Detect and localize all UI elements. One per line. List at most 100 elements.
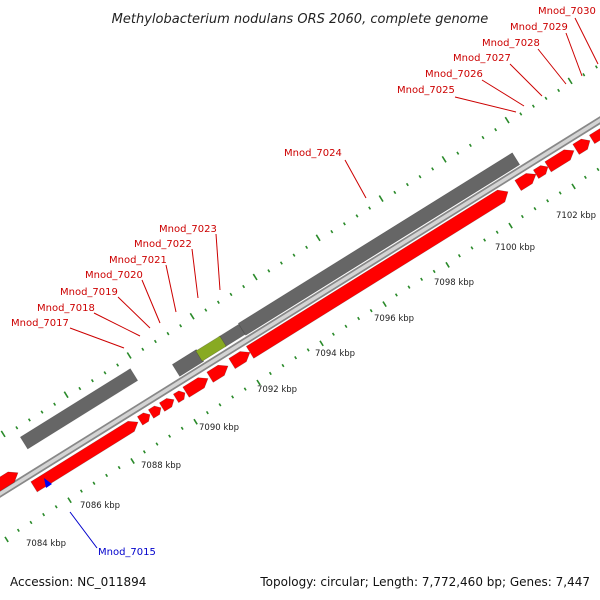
- tick-mark: [520, 214, 524, 219]
- kbp-label: 7090 kbp: [199, 423, 239, 433]
- gene-label-mnod-7028: Mnod_7028: [482, 38, 540, 49]
- kbp-label: 7086 kbp: [80, 501, 120, 511]
- leader-line: [537, 48, 567, 85]
- tick-mark: [79, 489, 83, 493]
- gene-forward: [30, 420, 139, 493]
- tick-mark: [0, 430, 6, 438]
- tick-mark: [418, 175, 422, 179]
- tick-mark: [142, 450, 146, 454]
- gene-label-mnod-7020: Mnod_7020: [85, 270, 143, 281]
- tick-mark: [394, 293, 398, 297]
- tick-mark: [456, 151, 460, 155]
- gene-pseudo: [19, 368, 139, 450]
- gene-labels: Mnod_7015 Mnod_7017 Mnod_7018 Mnod_7019 Mnod…: [11, 6, 596, 558]
- tick-mark: [557, 88, 561, 93]
- gene-forward-shape: [30, 420, 139, 493]
- leader-line: [69, 511, 98, 549]
- kbp-label: 7102 kbp: [556, 211, 596, 221]
- accession-text: Accession: NC_011894: [10, 575, 146, 589]
- tick-mark: [457, 254, 461, 258]
- tick-mark: [168, 434, 172, 438]
- gene-forward-shape: [245, 189, 509, 359]
- kbp-label: 7092 kbp: [257, 385, 297, 395]
- gene-forward-shape: [147, 405, 162, 419]
- gene-features: [0, 127, 600, 496]
- tick-mark: [305, 245, 309, 250]
- gene-label-mnod-7017: Mnod_7017: [11, 318, 69, 329]
- gene-forward-shape: [182, 377, 209, 398]
- gene-forward: [514, 173, 537, 191]
- tick-mark: [218, 403, 222, 407]
- tick-mark: [117, 465, 121, 470]
- tick-mark: [229, 292, 233, 297]
- tick-mark: [504, 116, 510, 124]
- gene-pseudo-shape: [171, 349, 205, 377]
- gene-forward-shape: [0, 471, 19, 496]
- gene-forward-shape: [206, 364, 229, 383]
- tick-mark: [432, 269, 436, 274]
- gene-label-mnod-7023: Mnod_7023: [159, 224, 217, 235]
- gene-forward-shape: [172, 390, 186, 404]
- gene-forward: [206, 364, 229, 383]
- tick-mark: [267, 269, 271, 273]
- tick-mark: [431, 167, 435, 171]
- gene-forward: [136, 412, 151, 426]
- tick-mark: [105, 473, 109, 478]
- tick-mark: [130, 458, 135, 464]
- leader-line: [117, 296, 151, 329]
- tick-mark: [445, 261, 450, 268]
- tick-mark: [78, 386, 82, 391]
- gene-forward: [147, 405, 162, 419]
- leader-line: [69, 327, 125, 349]
- tick-mark: [495, 230, 499, 234]
- leader-line: [509, 63, 543, 97]
- tick-mark: [54, 505, 58, 509]
- gene-forward: [572, 138, 591, 155]
- gene-label-mnod-7029: Mnod_7029: [510, 22, 568, 33]
- tick-mark: [179, 324, 183, 328]
- gene-label-mnod-7025: Mnod_7025: [397, 85, 455, 96]
- gene-forward-shape: [572, 138, 591, 155]
- tick-mark: [216, 300, 220, 304]
- tick-mark: [344, 324, 348, 329]
- gene-forward: [158, 398, 175, 412]
- tick-mark: [103, 371, 107, 375]
- tick-mark: [596, 167, 600, 172]
- gene-label-mnod-7027: Mnod_7027: [453, 53, 511, 64]
- leader-line: [454, 96, 517, 113]
- kbp-label: 7100 kbp: [495, 243, 535, 253]
- tick-mark: [155, 442, 159, 446]
- tick-mark: [242, 284, 246, 289]
- tick-mark: [571, 183, 576, 190]
- gene-pseudo-shape: [19, 368, 139, 450]
- tick-mark: [189, 312, 195, 320]
- gene-pseudo: [171, 349, 205, 377]
- tick-mark: [420, 277, 424, 281]
- gene-forward: [228, 351, 251, 370]
- gene-label-mnod-7021: Mnod_7021: [109, 255, 167, 266]
- tick-mark: [40, 410, 44, 414]
- gene-rna-shape: [195, 335, 227, 362]
- leader-line: [574, 17, 599, 65]
- leader-line: [165, 264, 177, 313]
- tick-mark: [508, 222, 513, 229]
- gene-forward-shape: [544, 149, 575, 173]
- leader-line: [344, 159, 367, 199]
- tick-mark: [153, 339, 157, 344]
- tick-mark: [292, 253, 296, 257]
- tick-mark: [90, 379, 94, 383]
- tick-mark: [405, 182, 409, 187]
- gene-forward: [0, 471, 19, 496]
- genome-backbone: [0, 116, 600, 498]
- gene-label-mnod-7024: Mnod_7024: [284, 148, 342, 159]
- tick-mark: [331, 332, 335, 336]
- kbp-label: 7098 kbp: [434, 278, 474, 288]
- tick-mark: [330, 229, 334, 234]
- gene-label-mnod-7018: Mnod_7018: [37, 303, 95, 314]
- gene-forward: [544, 149, 575, 173]
- tick-mark: [468, 143, 472, 148]
- tick-mark: [558, 191, 562, 195]
- gene-label-mnod-7030: Mnod_7030: [538, 6, 596, 17]
- tick-mark: [53, 402, 57, 406]
